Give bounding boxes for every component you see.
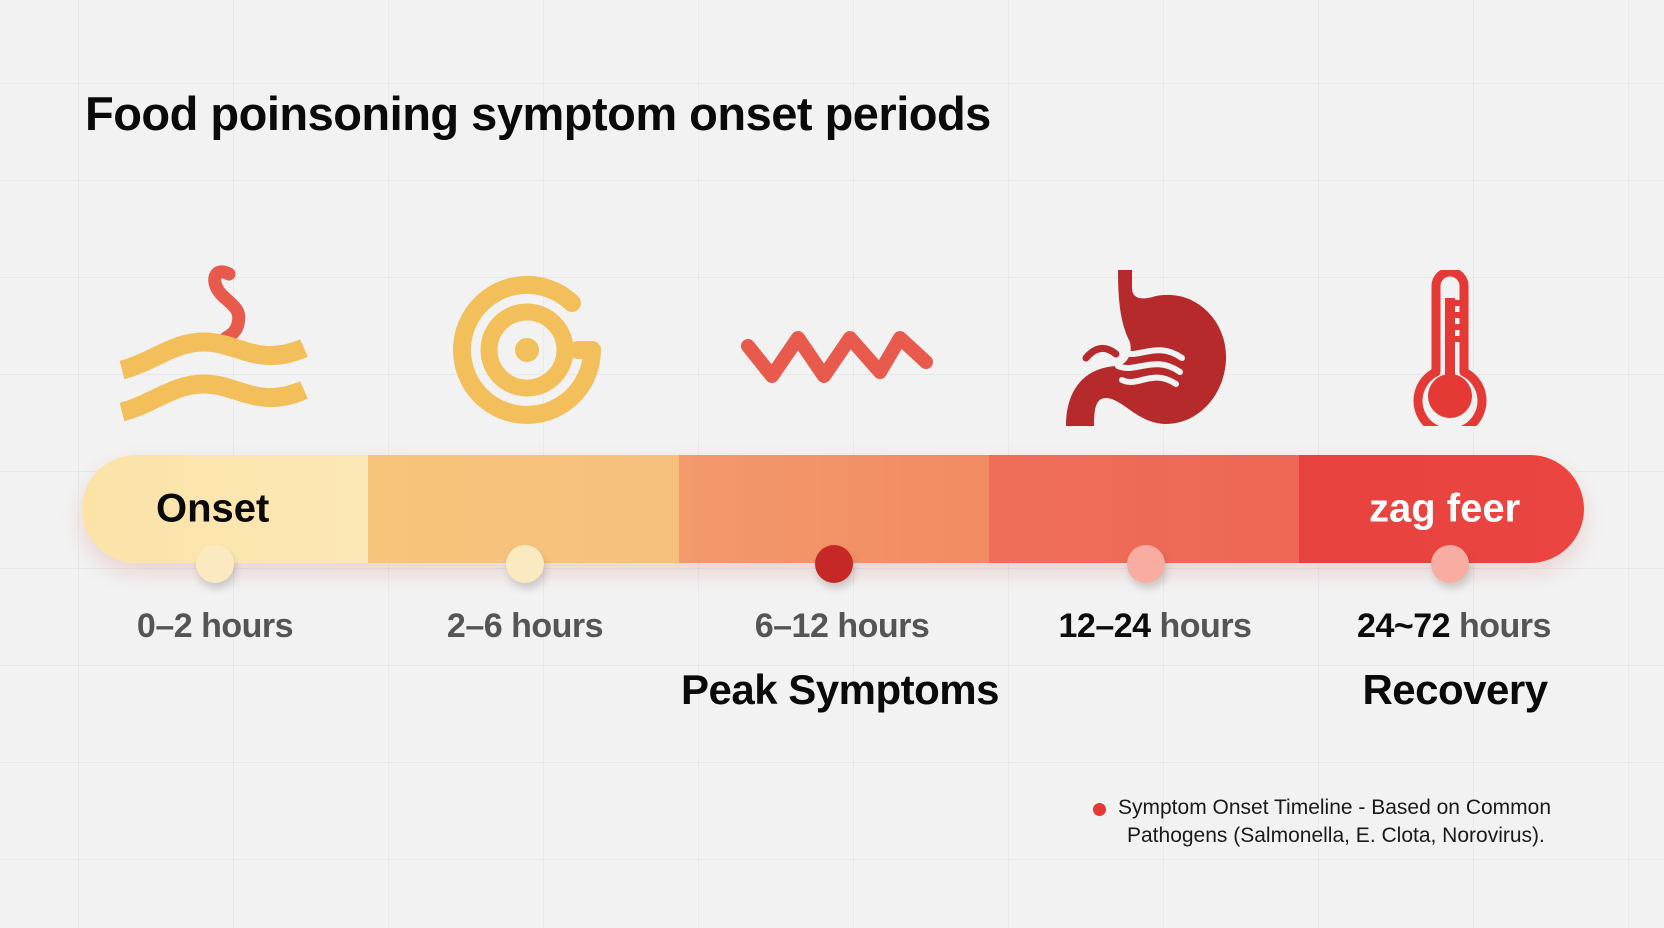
- timeline-segment-24-72h: zag feer: [1299, 455, 1584, 563]
- thermometer-icon: [1413, 270, 1487, 426]
- zigzag-wave-icon: [741, 331, 933, 383]
- range-label-24-72h: 24~72 hours: [1357, 607, 1551, 646]
- stomach-icon: [1066, 270, 1227, 426]
- segment-label-onset: Onset: [156, 486, 270, 531]
- range-label-12-24h: 12–24 hours: [1059, 607, 1252, 646]
- spiral-dizziness-icon: [453, 275, 601, 424]
- bullet-icon: [1093, 803, 1106, 816]
- range-unit: hours: [1159, 607, 1252, 645]
- range-unit: hours: [1459, 607, 1551, 645]
- timeline-marker-12-24h: [1127, 545, 1165, 583]
- range-number: 6–12: [754, 607, 829, 645]
- range-unit: hours: [837, 607, 930, 645]
- range-number: 24~72: [1357, 607, 1451, 645]
- range-unit: hours: [201, 607, 294, 645]
- timeline-segment-onset: Onset: [82, 455, 368, 563]
- footnote-line-1: Symptom Onset Timeline - Based on Common: [1118, 796, 1552, 819]
- nausea-waves-icon: [119, 265, 308, 422]
- range-label-6-12h: 6–12 hours: [755, 607, 930, 646]
- segment-label-zag-feer: zag feer: [1369, 486, 1521, 531]
- range-unit: hours: [511, 607, 604, 645]
- timeline-marker-0-2h: [196, 545, 234, 583]
- phase-label-peak-symptoms: Peak Symptoms: [681, 666, 999, 713]
- range-label-2-6h: 2–6 hours: [446, 607, 604, 646]
- timeline-marker-2-6h: [506, 545, 544, 583]
- footnote: Symptom Onset Timeline - Based on Common…: [1093, 794, 1551, 850]
- range-number: 2–6: [446, 607, 503, 645]
- range-label-0-2h: 0–2 hours: [136, 607, 294, 646]
- timeline-marker-6-12h: [815, 545, 853, 583]
- phase-label-recovery: Recovery: [1362, 666, 1548, 713]
- range-number: 12–24: [1058, 607, 1152, 645]
- footnote-line-2: Pathogens (Salmonella, E. Clota, Norovir…: [1127, 824, 1545, 847]
- range-number: 0–2: [136, 607, 193, 645]
- timeline-marker-24-72h: [1431, 545, 1469, 583]
- page-title: Food poinsoning symptom onset periods: [85, 87, 991, 140]
